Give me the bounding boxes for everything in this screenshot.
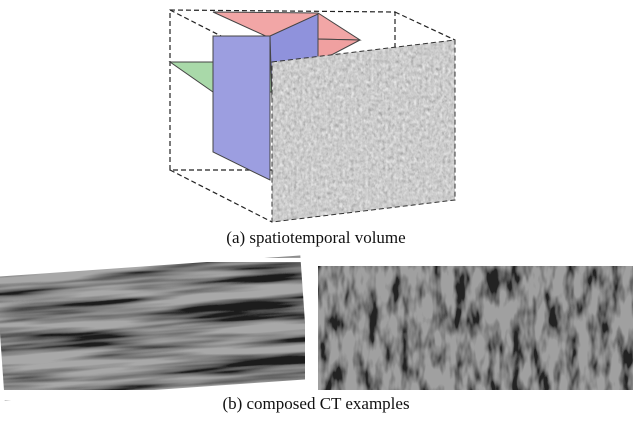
mask (305, 258, 317, 398)
edge (394, 11, 456, 41)
frame-tint (272, 40, 455, 222)
mask (0, 258, 308, 262)
blue-plane (212, 35, 271, 181)
ct-example-left (0, 255, 309, 401)
video-frame (272, 40, 455, 222)
front-face (271, 39, 456, 223)
mask (0, 390, 310, 400)
caption: (a) spatiotemporal volume (226, 228, 405, 247)
ct-example-right (318, 266, 633, 390)
edge (169, 169, 273, 223)
caption: (b) composed CT examples (222, 394, 409, 413)
